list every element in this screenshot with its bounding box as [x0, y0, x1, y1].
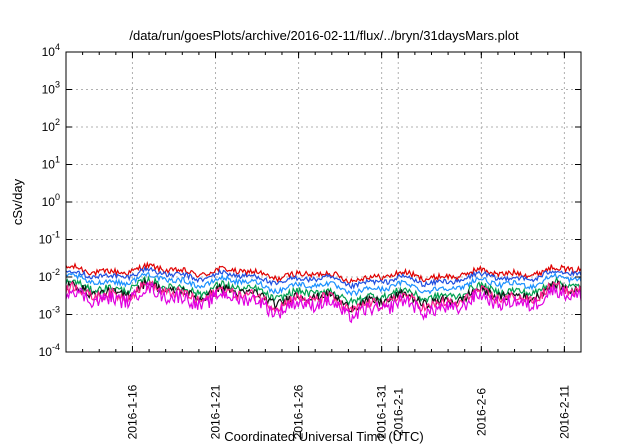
- x-axis-label: Coordinated Universal Time (UTC): [224, 429, 423, 444]
- series-group: [65, 261, 582, 324]
- y-tick-label: 10-2: [39, 267, 60, 284]
- x-tick-label: 2016-1-16: [125, 384, 139, 439]
- x-tick-label: 2016-1-21: [209, 384, 223, 439]
- y-tick-label: 103: [42, 80, 60, 97]
- x-tick-label: 2016-1-26: [292, 384, 306, 439]
- x-tick-label: 2016-2-1: [391, 388, 405, 436]
- x-axis: 2016-1-16 2016-1-21 2016-1-26 2016-1-31 2016…: [65, 52, 582, 439]
- series-line: [65, 277, 582, 313]
- y-tick-label: 101: [42, 155, 60, 172]
- y-axis-label: cSv/day: [10, 178, 25, 225]
- series-line: [65, 261, 582, 285]
- y-tick-label: 100: [42, 192, 60, 209]
- y-axis: 10-4 10-3 10-2 10-1 100 101 102 103 104: [39, 42, 581, 359]
- y-tick-label: 10-1: [39, 230, 60, 247]
- y-tick-label: 10-4: [39, 342, 60, 359]
- y-tick-label: 10-3: [39, 305, 60, 322]
- y-tick-label: 102: [42, 117, 60, 134]
- series-line: [65, 271, 582, 297]
- x-tick-label: 2016-2-6: [474, 388, 488, 436]
- x-tick-label: 2016-1-31: [375, 384, 389, 439]
- x-tick-label: 2016-2-11: [557, 385, 571, 439]
- series-line: [65, 281, 582, 324]
- y-tick-label: 104: [42, 42, 60, 59]
- chart-title: /data/run/goesPlots/archive/2016-02-11/f…: [129, 28, 519, 43]
- series-line: [65, 266, 582, 290]
